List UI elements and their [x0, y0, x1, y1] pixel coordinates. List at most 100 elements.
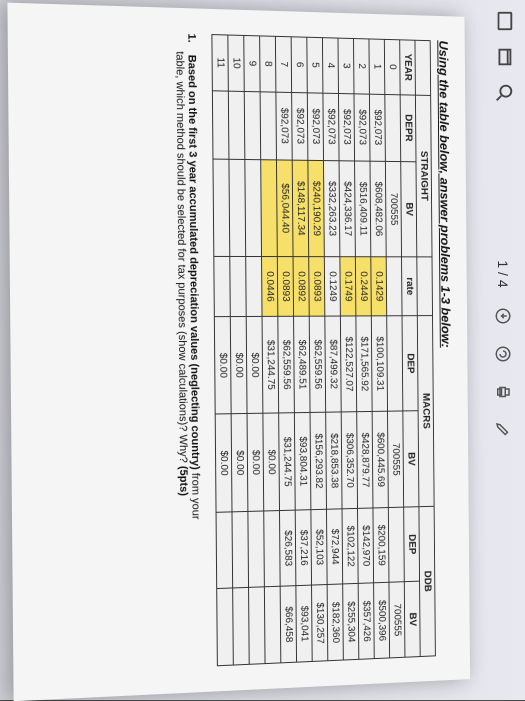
cell-rate: 0.1249: [324, 257, 340, 316]
cell-bv2: $0.00: [247, 414, 264, 512]
col-bv2: BV: [403, 411, 419, 507]
paper-sheet: Using the table below, answer problems 1…: [7, 3, 470, 701]
cell-bv2: $0.00: [263, 413, 280, 511]
cell-dep: $62,559.56: [309, 316, 325, 413]
cell-dep: $0.00: [214, 316, 231, 414]
cell-year: 5: [307, 37, 323, 92]
cell-rate: 0.2449: [355, 257, 371, 316]
cell-bv2: 700555: [388, 411, 404, 507]
cell-year: 2: [354, 39, 370, 94]
cell-bv: $608,482.06: [370, 161, 386, 257]
cell-depr: [244, 91, 260, 159]
cell-dep2: $102,122: [342, 508, 358, 584]
download-icon[interactable]: [493, 306, 513, 326]
cell-dep2: [248, 511, 264, 588]
group-blank: [417, 257, 433, 316]
cell-dep: $62,559.56: [278, 316, 295, 413]
col-bv3: BV: [404, 582, 420, 658]
depreciation-table: STRAIGHT MACRS DDB YEAR DEPR BV rate DEP…: [211, 34, 435, 666]
col-year: YEAR: [400, 40, 416, 95]
question-number: 1.: [185, 33, 197, 51]
cell-depr: $92,073: [307, 92, 323, 160]
cell-rate: 0.0893: [277, 257, 293, 317]
cell-rate: 0.1429: [371, 257, 387, 316]
cell-dep2: $72,944: [326, 509, 342, 585]
cell-dep: $122,527.07: [340, 316, 356, 412]
cell-bv2: $428,879.77: [357, 412, 373, 508]
cell-bv2: $0.00: [215, 414, 232, 512]
cell-dep: $62,489.51: [294, 316, 310, 413]
cell-year: 7: [275, 36, 291, 92]
cell-bv2: $600,445.69: [372, 412, 388, 508]
cell-depr: [385, 94, 401, 161]
cell-depr: $92,073: [276, 92, 292, 160]
cell-bv2: $218,853.38: [326, 412, 342, 509]
table-head: STRAIGHT MACRS DDB YEAR DEPR BV rate DEP…: [400, 40, 436, 657]
question-block: 1. Based on the first 3 year accumulated…: [173, 33, 203, 668]
cell-depr: $92,073: [323, 93, 339, 161]
cell-dep2: [388, 507, 404, 583]
cell-rate: 0.0892: [293, 257, 309, 316]
cell-bv: [245, 159, 262, 257]
cell-bv: $56,044.40: [276, 160, 293, 257]
rotate-icon[interactable]: [493, 344, 513, 364]
cell-dep2: $142,970: [358, 508, 374, 584]
cell-bv: [229, 159, 246, 257]
cell-bv: $516,409.11: [355, 161, 371, 257]
col-dep: DEP: [402, 316, 418, 412]
cell-bv: [261, 159, 278, 256]
cell-dep: $0.00: [246, 316, 263, 414]
cell-bv3: $357,426: [358, 583, 374, 659]
cell-rate: [230, 257, 246, 317]
cell-depr: $92,073: [369, 94, 385, 161]
cell-year: 11: [212, 35, 228, 91]
cell-bv2: $306,352.70: [341, 412, 357, 509]
cell-depr: $92,073: [338, 93, 354, 161]
col-rate: rate: [402, 257, 418, 316]
group-macrs: MACRS: [417, 315, 434, 506]
cell-rate: [246, 257, 262, 317]
cell-dep2: $52,103: [311, 509, 327, 585]
cell-bv3: [249, 587, 265, 664]
cell-dep2: $26,583: [279, 510, 295, 587]
cell-bv3: 700555: [389, 582, 405, 658]
cell-dep2: [232, 511, 249, 588]
cell-bv: $424,336.17: [339, 160, 355, 256]
cell-dep2: [216, 512, 233, 589]
col-depr: DEPR: [400, 94, 416, 161]
col-dep2: DEP: [404, 507, 420, 582]
pdf-toolbar: 1 / 4: [493, 0, 513, 700]
cell-depr: [212, 90, 229, 159]
heading-text: Using the table below, answer problems 1…: [436, 40, 455, 656]
cell-dep2: [264, 510, 280, 587]
cell-bv3: [264, 587, 280, 664]
page-container: 1 / 4 Using the table below, answer prob…: [0, 0, 525, 700]
cell-year: 4: [322, 38, 338, 93]
cell-bv3: $255,304: [343, 584, 359, 660]
cell-bv: 700555: [385, 161, 401, 257]
cell-depr: $92,073: [354, 93, 370, 160]
table-body: 07005557005557005551$92,073$608,482.060.…: [212, 35, 405, 666]
print-icon[interactable]: [493, 382, 513, 402]
question-rest-1: from your: [189, 470, 201, 520]
cell-dep: $31,244.75: [262, 316, 279, 413]
cell-bv2: $0.00: [231, 414, 248, 512]
cell-bv3: $500,396: [374, 583, 390, 659]
cell-bv2: $93,804.31: [294, 413, 310, 510]
cell-dep2: $37,216: [295, 510, 311, 586]
cell-dep: $100,109.31: [371, 316, 387, 412]
cell-depr: [228, 91, 244, 159]
cell-dep: [387, 316, 403, 412]
cell-bv3: [233, 588, 250, 665]
cell-rate: 0.0893: [309, 257, 325, 316]
cell-bv: [213, 159, 230, 257]
cell-dep2: $200,159: [373, 507, 389, 583]
cell-bv2: $156,293.82: [310, 413, 326, 510]
cell-dep: $0.00: [230, 316, 247, 414]
cell-year: 8: [260, 36, 276, 92]
cell-year: 1: [369, 39, 385, 94]
edit-icon[interactable]: [493, 420, 513, 440]
cell-depr: [260, 91, 276, 159]
cell-rate: 0.0446: [262, 257, 278, 317]
cell-year: 9: [244, 35, 260, 91]
